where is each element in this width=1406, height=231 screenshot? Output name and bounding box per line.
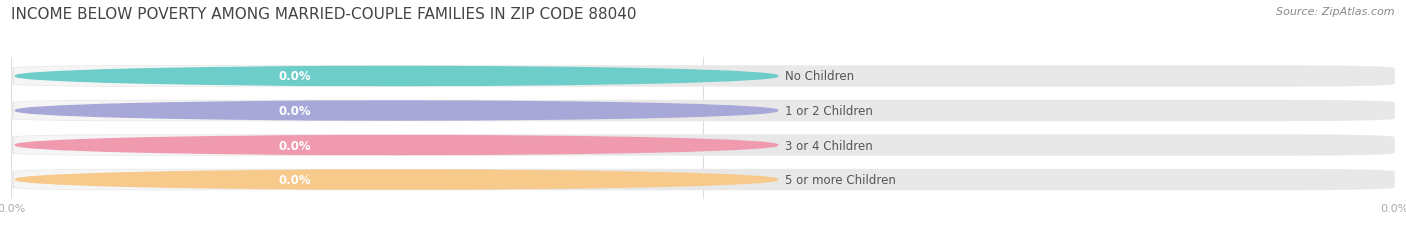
Text: 0.0%: 0.0% xyxy=(278,70,311,83)
FancyBboxPatch shape xyxy=(11,169,1395,190)
Text: 0.0%: 0.0% xyxy=(278,105,311,118)
Text: 5 or more Children: 5 or more Children xyxy=(785,173,896,186)
Text: 3 or 4 Children: 3 or 4 Children xyxy=(785,139,872,152)
FancyBboxPatch shape xyxy=(11,100,1395,122)
FancyBboxPatch shape xyxy=(11,135,1395,156)
Text: INCOME BELOW POVERTY AMONG MARRIED-COUPLE FAMILIES IN ZIP CODE 88040: INCOME BELOW POVERTY AMONG MARRIED-COUPL… xyxy=(11,7,637,22)
FancyBboxPatch shape xyxy=(11,66,1395,87)
Circle shape xyxy=(15,67,778,86)
FancyBboxPatch shape xyxy=(239,135,350,155)
Text: 0.0%: 0.0% xyxy=(278,173,311,186)
FancyBboxPatch shape xyxy=(14,170,350,190)
Circle shape xyxy=(15,102,778,121)
Text: 0.0%: 0.0% xyxy=(278,139,311,152)
Text: No Children: No Children xyxy=(785,70,853,83)
FancyBboxPatch shape xyxy=(239,170,350,190)
Text: 1 or 2 Children: 1 or 2 Children xyxy=(785,105,873,118)
Text: Source: ZipAtlas.com: Source: ZipAtlas.com xyxy=(1277,7,1395,17)
Circle shape xyxy=(15,136,778,155)
FancyBboxPatch shape xyxy=(239,67,350,87)
Circle shape xyxy=(15,170,778,189)
FancyBboxPatch shape xyxy=(239,101,350,121)
FancyBboxPatch shape xyxy=(14,135,350,155)
FancyBboxPatch shape xyxy=(14,101,350,121)
FancyBboxPatch shape xyxy=(14,67,350,87)
